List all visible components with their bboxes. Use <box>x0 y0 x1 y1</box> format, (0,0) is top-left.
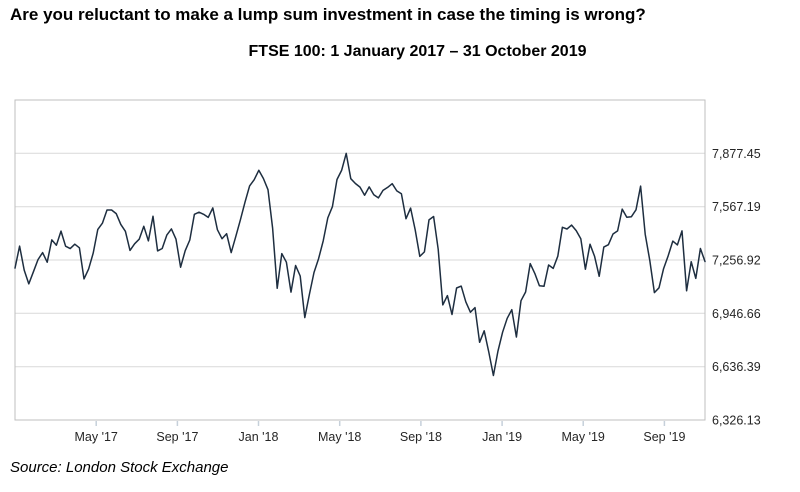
y-axis-label: 7,877.45 <box>712 147 761 161</box>
x-axis-label: Sep '18 <box>400 430 442 444</box>
y-axis-label: 6,326.13 <box>712 414 761 428</box>
x-axis-label: May '18 <box>318 430 361 444</box>
ftse-100-line <box>14 152 706 377</box>
page-title: Are you reluctant to make a lump sum inv… <box>10 5 646 24</box>
chart-title: FTSE 100: 1 January 2017 – 31 October 20… <box>248 43 587 60</box>
y-axis-label: 6,636.39 <box>712 360 761 374</box>
x-axis-label: Sep '19 <box>643 430 685 444</box>
y-axis-label: 6,946.66 <box>712 307 761 321</box>
source-caption: Source: London Stock Exchange <box>10 459 229 476</box>
y-axis-label: 7,256.92 <box>712 254 761 268</box>
x-axis-label: Jan '18 <box>239 430 279 444</box>
x-axis-label: May '19 <box>562 430 605 444</box>
x-axis-label: May '17 <box>75 430 118 444</box>
y-axis-label: 7,567.19 <box>712 200 761 214</box>
x-axis-label: Jan '19 <box>482 430 522 444</box>
x-axis-label: Sep '17 <box>156 430 198 444</box>
